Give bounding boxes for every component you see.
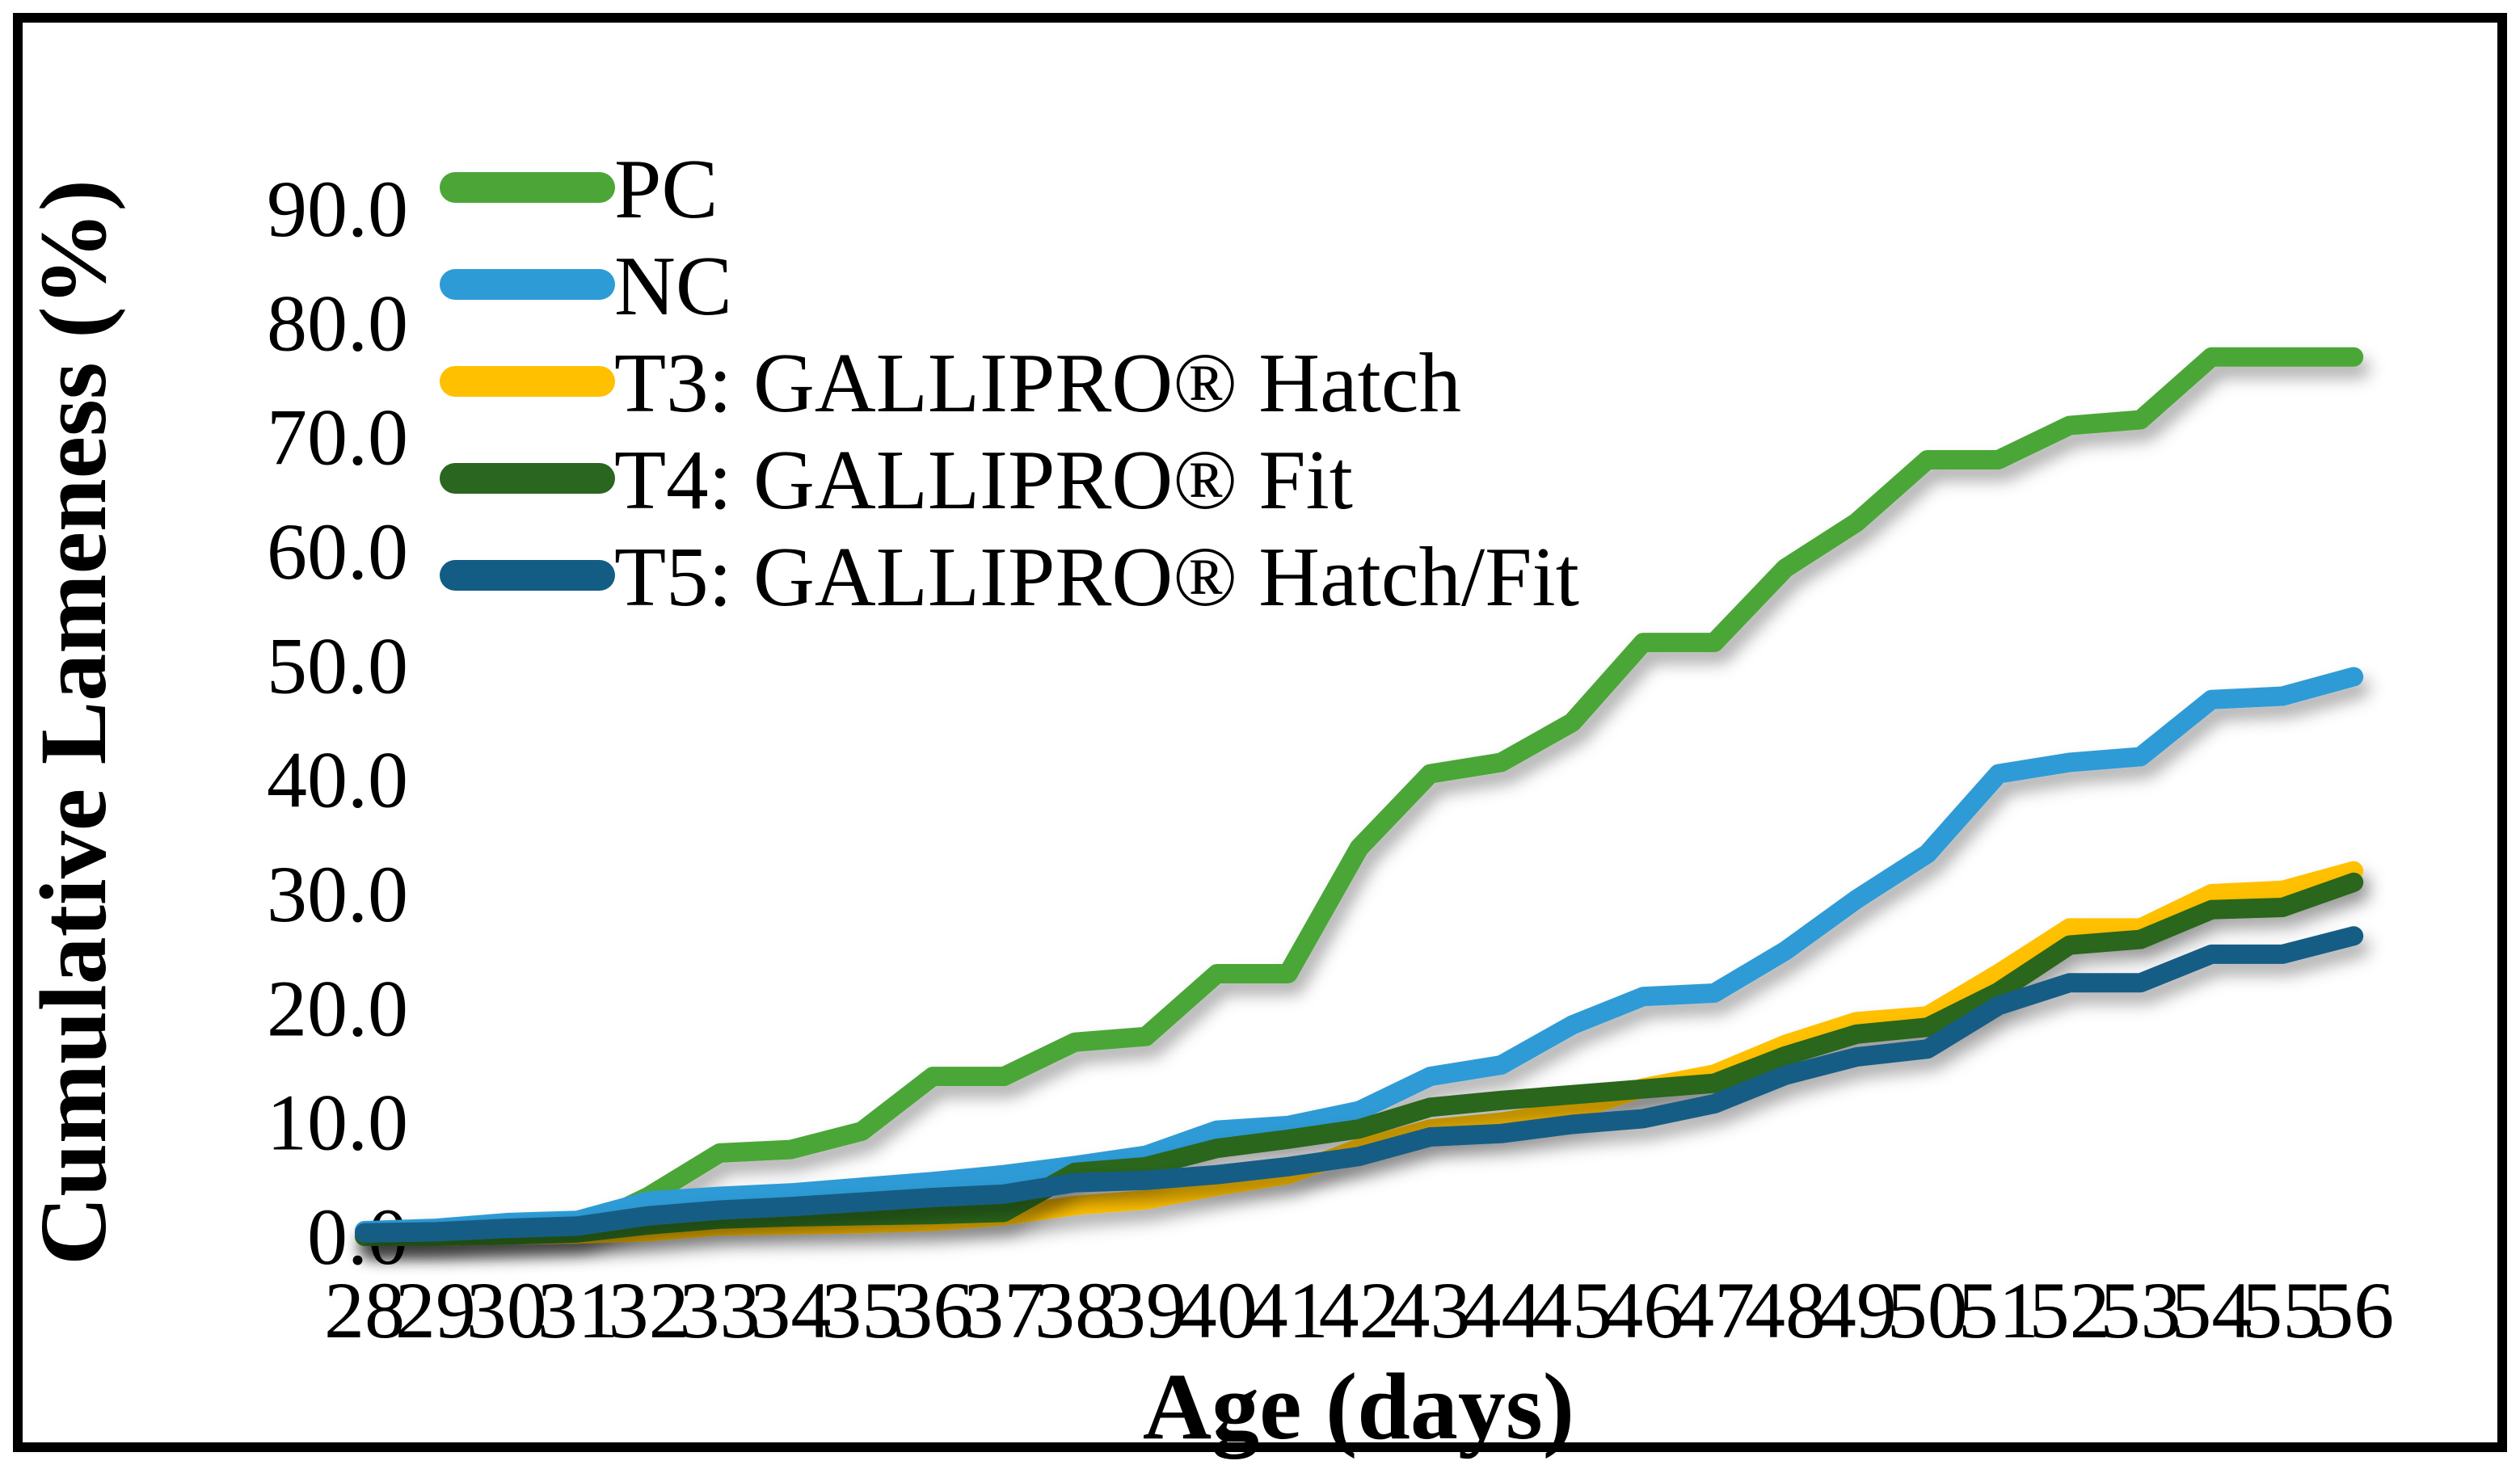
- gridlines: [335, 206, 2388, 1240]
- x-tick-49: 49: [1816, 1265, 1897, 1355]
- x-axis-title: Age (days): [1143, 1353, 1574, 1459]
- x-tick-31: 31: [537, 1265, 618, 1355]
- x-tick-45: 45: [1532, 1265, 1612, 1355]
- y-tick-90: 90.0: [267, 164, 408, 254]
- legend-label-t4: T4: GALLIPRO® Fit: [614, 432, 1353, 527]
- x-tick-46: 46: [1603, 1265, 1684, 1355]
- y-tick-80: 80.0: [267, 278, 408, 368]
- x-tick-41: 41: [1248, 1265, 1329, 1355]
- series-line-pc: [355, 347, 2364, 1246]
- x-tick-35: 35: [821, 1265, 902, 1355]
- x-tick-56: 56: [2313, 1265, 2394, 1355]
- legend-label-pc: PC: [614, 141, 718, 236]
- legend-item-t5: T5: GALLIPRO® Hatch/Fit: [440, 529, 1579, 624]
- y-tick-40: 40.0: [267, 735, 408, 825]
- y-tick-60: 60.0: [267, 507, 408, 596]
- x-tick-44: 44: [1460, 1265, 1541, 1355]
- x-tick-55: 55: [2242, 1265, 2323, 1355]
- x-tick-33: 33: [680, 1265, 761, 1355]
- x-axis-tick-labels: 2829303132333435363738394041424344454647…: [324, 1265, 2394, 1355]
- legend-item-t3: T3: GALLIPRO® Hatch: [440, 335, 1461, 430]
- y-tick-70: 70.0: [267, 393, 408, 482]
- legend-item-nc: NC: [440, 238, 732, 333]
- y-tick-50: 50.0: [267, 621, 408, 710]
- x-tick-51: 51: [1958, 1265, 2039, 1355]
- x-tick-38: 38: [1035, 1265, 1115, 1355]
- series-line-t5: [355, 926, 2364, 1243]
- y-axis-tick-labels: 0.010.020.030.040.050.060.070.080.090.0: [267, 164, 408, 1282]
- legend-label-t5: T5: GALLIPRO® Hatch/Fit: [614, 529, 1579, 624]
- x-tick-34: 34: [750, 1265, 831, 1355]
- legend-label-t3: T3: GALLIPRO® Hatch: [614, 335, 1461, 430]
- x-tick-32: 32: [609, 1265, 689, 1355]
- y-tick-10: 10.0: [267, 1078, 408, 1168]
- x-tick-28: 28: [324, 1265, 405, 1355]
- y-tick-20: 20.0: [267, 963, 408, 1053]
- x-tick-39: 39: [1106, 1265, 1186, 1355]
- x-tick-36: 36: [892, 1265, 973, 1355]
- figure-border: [13, 13, 2507, 1452]
- x-tick-48: 48: [1745, 1265, 1826, 1355]
- x-tick-30: 30: [466, 1265, 547, 1355]
- legend-label-nc: NC: [614, 238, 732, 333]
- x-tick-52: 52: [2029, 1265, 2110, 1355]
- x-tick-43: 43: [1390, 1265, 1471, 1355]
- x-tick-47: 47: [1674, 1265, 1755, 1355]
- x-tick-54: 54: [2171, 1265, 2252, 1355]
- legend-item-t4: T4: GALLIPRO® Fit: [440, 432, 1353, 527]
- x-tick-37: 37: [963, 1265, 1044, 1355]
- x-tick-42: 42: [1319, 1265, 1400, 1355]
- series-line-nc: [355, 667, 2364, 1240]
- x-tick-40: 40: [1177, 1265, 1258, 1355]
- y-axis-title: Cumulative Lameness (%): [20, 179, 126, 1265]
- x-tick-29: 29: [395, 1265, 476, 1355]
- y-tick-30: 30.0: [267, 849, 408, 939]
- legend-item-pc: PC: [440, 141, 718, 236]
- x-tick-53: 53: [2101, 1265, 2181, 1355]
- x-tick-50: 50: [1887, 1265, 1968, 1355]
- data-series-lines: [355, 347, 2364, 1246]
